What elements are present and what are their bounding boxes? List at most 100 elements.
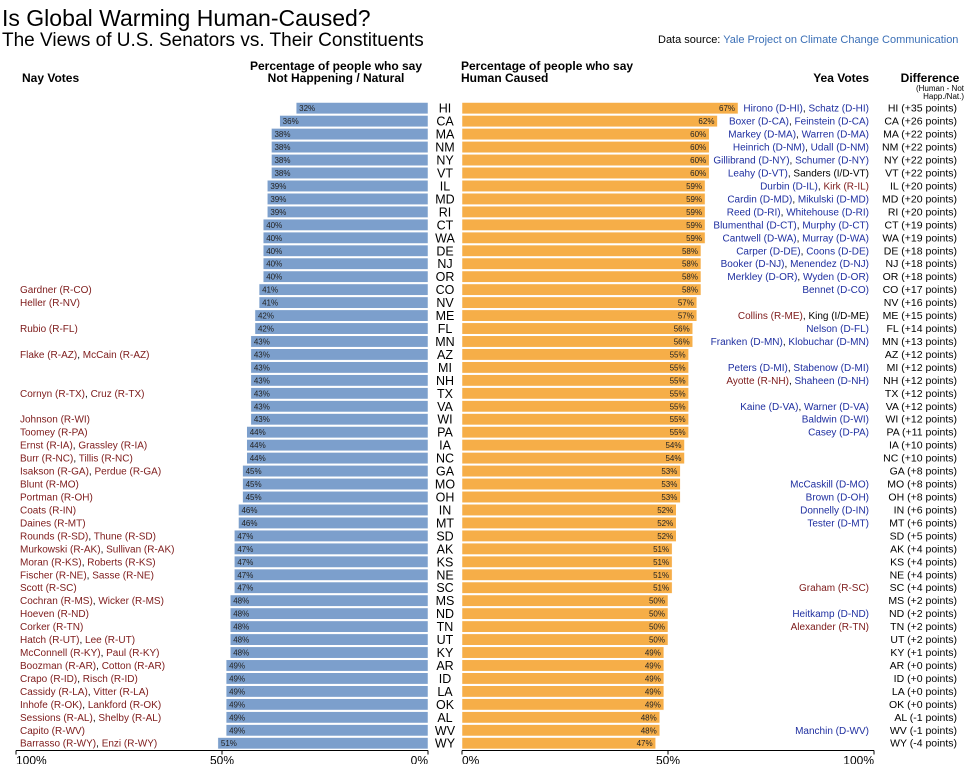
nay-bar-label: 49% (229, 661, 245, 670)
source-name[interactable]: Yale Project on Climate Change Communica… (723, 34, 959, 46)
yea-bar (461, 711, 661, 724)
yea-bar (461, 633, 669, 646)
yea-senators: Heitkamp (D-ND) (792, 609, 869, 620)
nay-bar (246, 452, 429, 465)
state-label: MA (436, 128, 455, 142)
nay-bar (258, 283, 429, 296)
yea-bar-label: 55% (670, 376, 686, 385)
state-label: IA (439, 439, 451, 453)
difference-label: NM (+22 points) (882, 142, 957, 154)
nay-bar (250, 374, 429, 387)
yea-bar-label: 55% (670, 415, 686, 424)
nay-bar-label: 48% (233, 597, 249, 606)
difference-label: NV (+16 points) (884, 297, 957, 309)
difference-label: HI (+35 points) (888, 103, 957, 115)
nay-senators: Cochran (R-MS), Wicker (R-MS) (20, 596, 164, 607)
yea-bar-label: 49% (645, 674, 661, 683)
state-label: WV (435, 724, 456, 738)
yea-bar (461, 516, 677, 529)
nay-senators: Cassidy (R-LA), Vitter (R-LA) (20, 687, 149, 698)
nay-bar-label: 40% (266, 273, 282, 282)
nay-bar (225, 685, 429, 698)
yea-bar (461, 529, 677, 542)
difference-label: OK (+0 points) (889, 699, 957, 711)
difference-label: WV (-1 points) (890, 725, 957, 737)
nay-bar-label: 49% (229, 674, 245, 683)
yea-senators: Graham (R-SC) (799, 583, 869, 594)
state-label: NV (436, 296, 454, 310)
yea-bar-label: 58% (682, 273, 698, 282)
yea-bar-label: 47% (637, 739, 653, 748)
state-label: ME (436, 309, 455, 323)
difference-label: TN (+2 points) (890, 621, 957, 633)
state-label: AK (437, 542, 454, 556)
nay-bar (262, 218, 429, 231)
right-tick-label: 50% (656, 754, 680, 764)
nay-senators: Boozman (R-AR), Cotton (R-AR) (20, 661, 165, 672)
nay-bar (242, 478, 429, 490)
yea-senators: Casey (D-PA) (808, 428, 869, 439)
left-axis-header: Percentage of people who say Not Happenin… (249, 59, 423, 85)
nay-bar (254, 309, 429, 322)
nay-bar (267, 192, 429, 205)
data-source: Data source: Yale Project on Climate Cha… (658, 34, 958, 46)
yea-senators: Alexander (R-TN) (791, 622, 869, 633)
nay-bar-label: 49% (229, 726, 245, 735)
nay-bar (279, 115, 429, 128)
yea-bar (461, 465, 681, 478)
nay-bar-label: 49% (229, 687, 245, 696)
yea-bar-label: 53% (661, 493, 677, 502)
difference-label: MD (+20 points) (882, 193, 957, 205)
difference-label: WA (+19 points) (882, 232, 957, 244)
nay-bar-label: 36% (283, 117, 299, 126)
yea-bar-label: 48% (641, 726, 657, 735)
yea-bar (461, 192, 706, 205)
nay-bar (246, 426, 429, 439)
difference-label: OH (+8 points) (888, 492, 957, 504)
yea-senators: Markey (D-MA), Warren (D-MA) (728, 130, 869, 141)
nay-bar-label: 39% (270, 208, 286, 217)
yea-senators: Nelson (D-FL) (806, 324, 869, 335)
yea-bar-label: 51% (653, 584, 669, 593)
nay-bar-label: 46% (241, 519, 257, 528)
nay-bar (250, 387, 429, 400)
yea-senators: Blumenthal (D-CT), Murphy (D-CT) (713, 220, 869, 231)
difference-label: FL (+14 points) (886, 323, 957, 335)
yea-bar-label: 55% (670, 402, 686, 411)
yea-bar (461, 672, 665, 685)
yea-bar-label: 55% (670, 389, 686, 398)
difference-label: VA (+12 points) (886, 401, 957, 413)
yea-bar-label: 59% (686, 208, 702, 217)
nay-bar (229, 646, 429, 659)
nay-senators: Hatch (R-UT), Lee (R-UT) (20, 635, 135, 646)
nay-votes-header: Nay Votes (22, 71, 80, 85)
difference-label: IN (+6 points) (894, 504, 957, 516)
yea-senators: Booker (D-NJ), Menendez (D-NJ) (721, 259, 869, 270)
state-label: HI (439, 102, 452, 116)
nay-senators: Ernst (R-IA), Grassley (R-IA) (20, 441, 147, 452)
nay-senators: Coats (R-IN) (20, 505, 76, 516)
yea-bar (461, 491, 681, 503)
yea-bar (461, 426, 689, 439)
chart-subtitle: The Views of U.S. Senators vs. Their Con… (2, 30, 424, 51)
nay-senators: Gardner (R-CO) (20, 285, 92, 296)
yea-senators: Franken (D-MN), Klobuchar (D-MN) (711, 337, 869, 348)
nay-bar-label: 43% (254, 389, 270, 398)
state-label: AR (436, 659, 453, 673)
yea-bar-label: 52% (657, 506, 673, 515)
nay-bar-label: 44% (250, 441, 266, 450)
nay-bar (234, 568, 429, 581)
state-label: TN (437, 620, 454, 634)
yea-bar (461, 309, 698, 322)
difference-label: AR (+0 points) (890, 660, 957, 672)
state-label: GA (436, 465, 455, 479)
difference-label: IA (+10 points) (889, 440, 957, 452)
nay-senators: Moran (R-KS), Roberts (R-KS) (20, 557, 156, 568)
nay-senators: Flake (R-AZ), McCain (R-AZ) (20, 350, 149, 361)
state-label: DE (436, 244, 453, 258)
yea-bar-label: 59% (686, 221, 702, 230)
difference-note: (Human - Not Happ./Nat.) (915, 84, 964, 101)
yea-bar-label: 50% (649, 597, 665, 606)
difference-label: MO (+8 points) (887, 479, 957, 491)
yea-bar (461, 620, 669, 633)
